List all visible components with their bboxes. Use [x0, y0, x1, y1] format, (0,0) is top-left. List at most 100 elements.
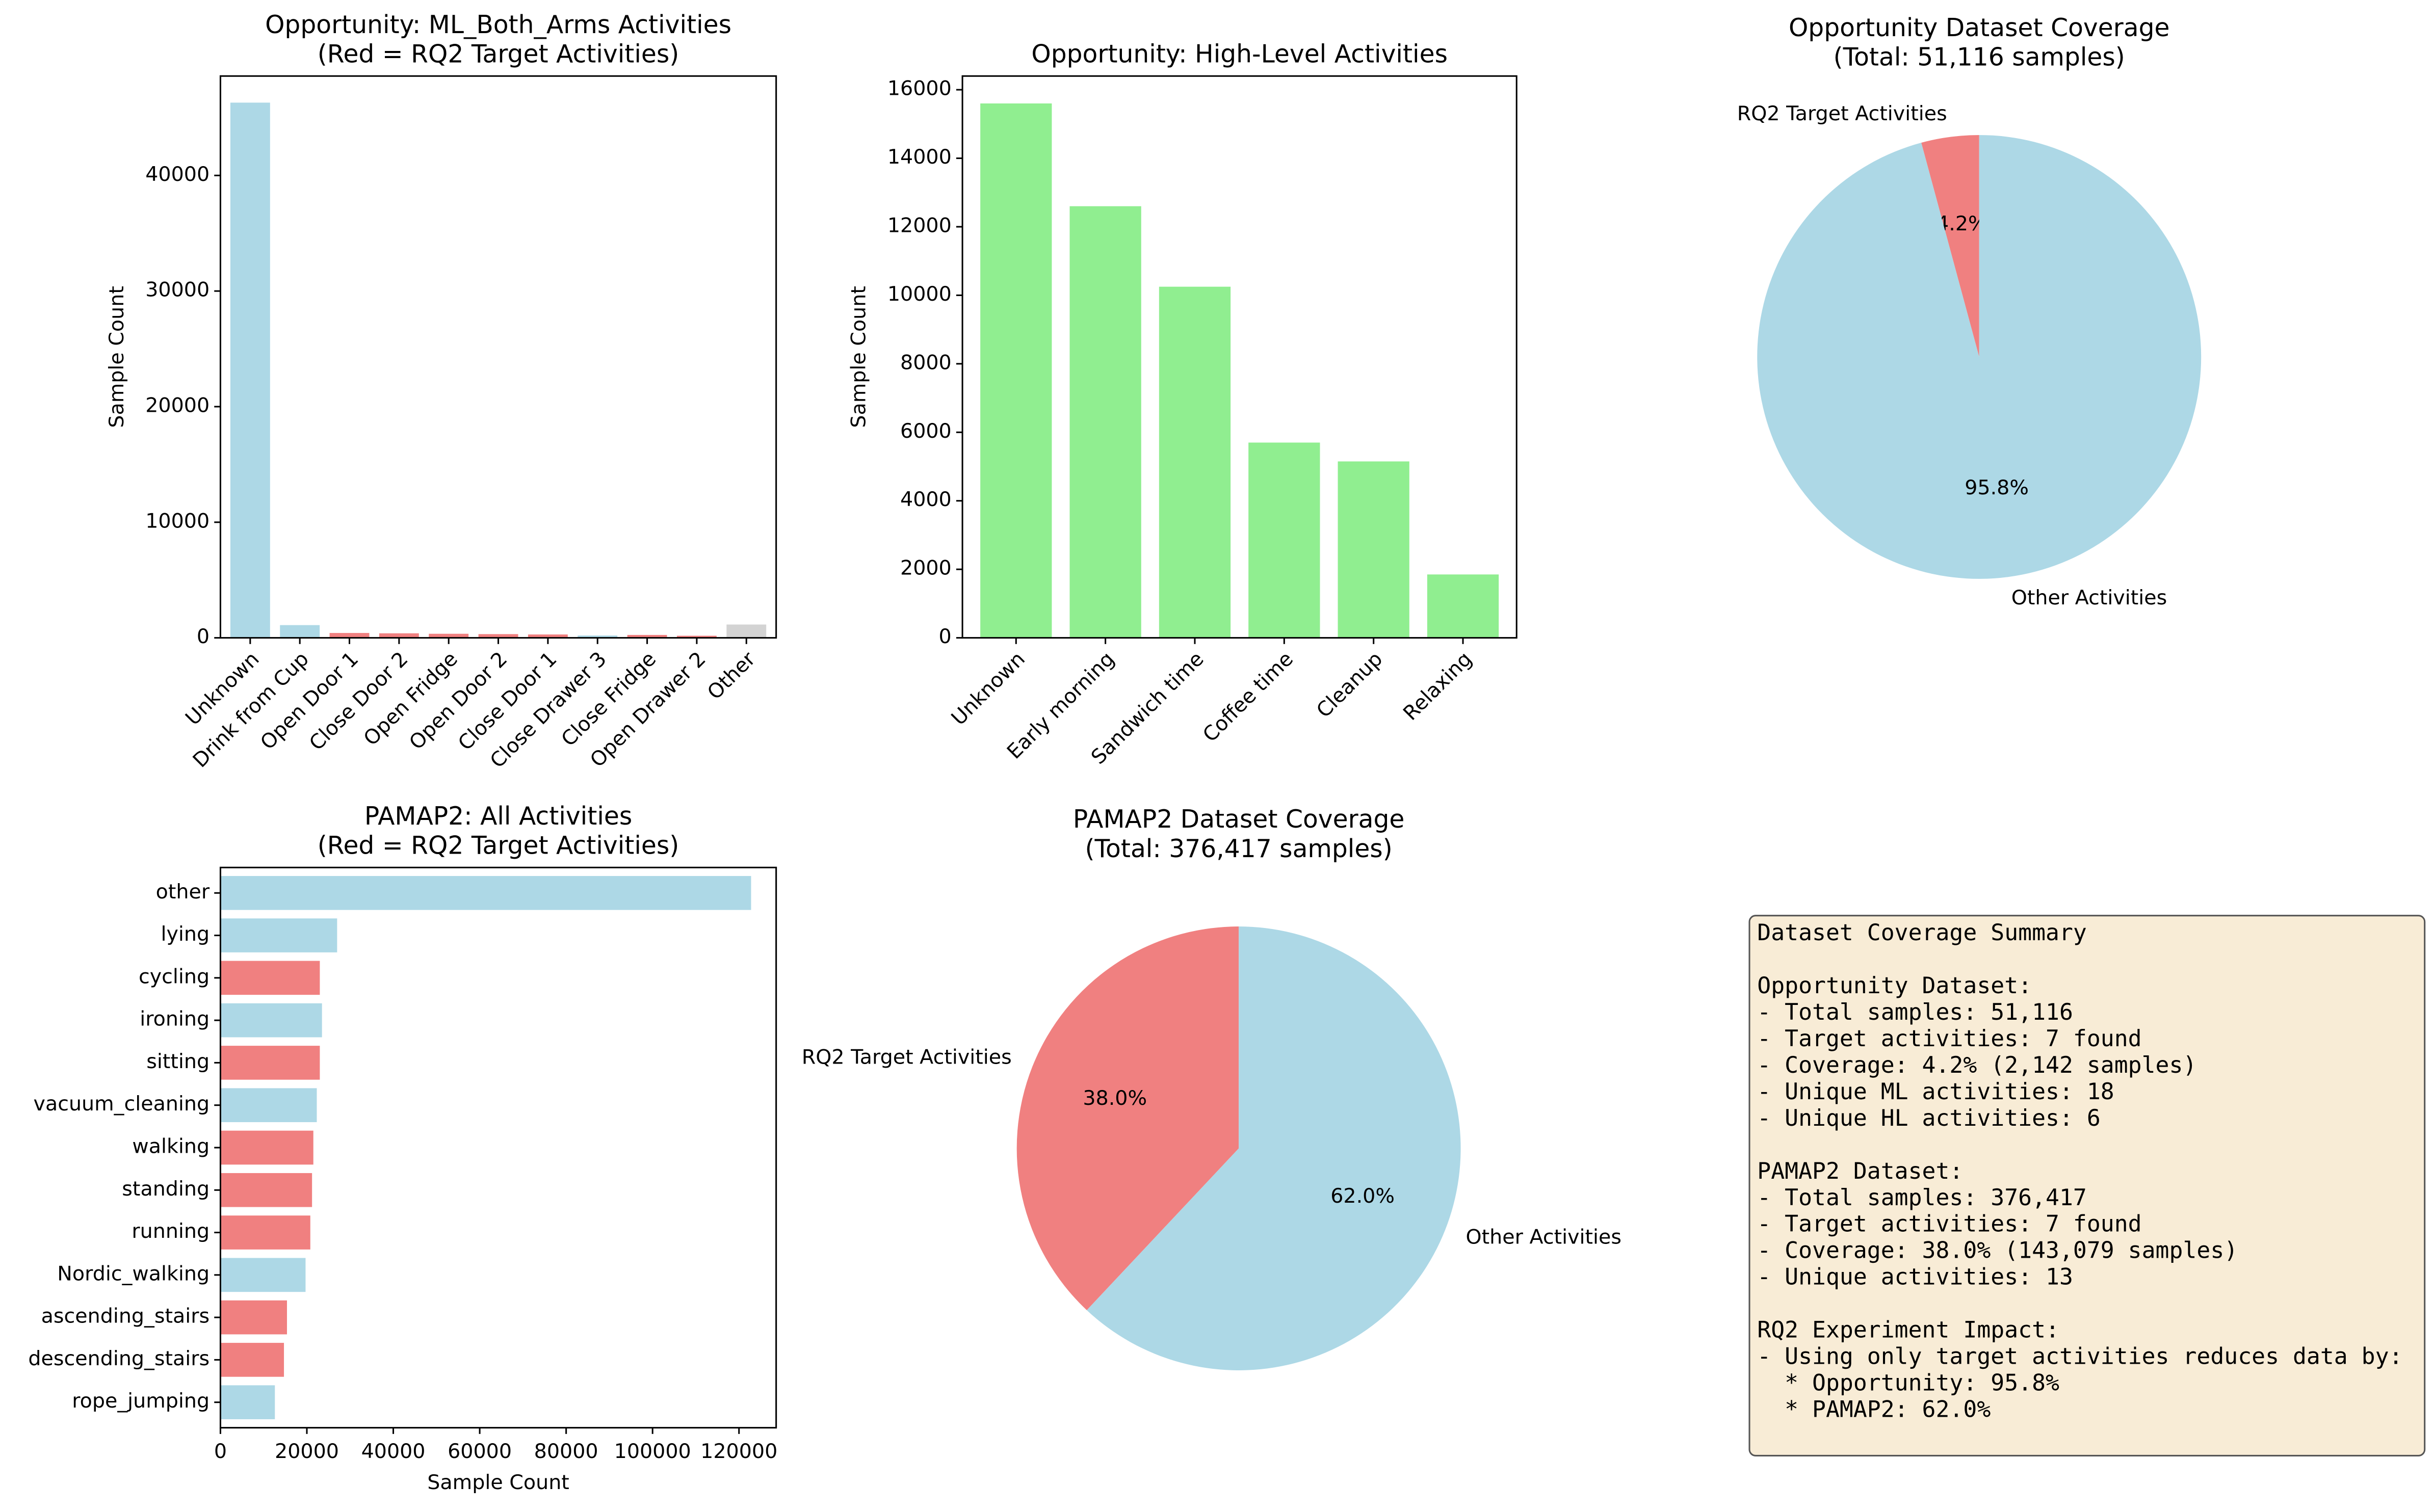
- y-tick-label: 30000: [145, 278, 210, 302]
- pie-slice: [1921, 135, 1979, 357]
- y-tick-label: ironing: [140, 1007, 210, 1031]
- y-tick-label: sitting: [146, 1050, 210, 1073]
- axes-frame: [219, 75, 777, 639]
- bar: [220, 1300, 287, 1335]
- axes-frame: [219, 866, 777, 1429]
- x-axis-label: Sample Count: [427, 1471, 569, 1494]
- y-tick-label: 0: [939, 625, 952, 648]
- summary-box: [1748, 915, 2426, 1456]
- y-tick-label: 0: [197, 625, 210, 648]
- bar: [379, 633, 419, 638]
- y-tick-label: 12000: [887, 214, 952, 237]
- bar: [429, 633, 469, 638]
- y-tick-label: walking: [132, 1134, 210, 1158]
- chart-title: PAMAP2 Dataset Coverage: [1073, 805, 1405, 834]
- y-tick-label: 16000: [887, 77, 952, 100]
- bar: [528, 634, 568, 638]
- pie-label: RQ2 Target Activities: [1737, 102, 1947, 125]
- bar: [1427, 574, 1499, 638]
- x-tick-label: 40000: [361, 1440, 426, 1463]
- axes-frame: [961, 75, 1517, 639]
- bar: [280, 625, 320, 638]
- chart-title: (Total: 376,417 samples): [1085, 835, 1393, 863]
- summary-line: * Opportunity: 95.8%: [1757, 1369, 2059, 1396]
- bar: [1069, 206, 1141, 638]
- y-axis-label: Sample Count: [847, 286, 871, 428]
- summary-line: - Target activities: 7 found: [1757, 1210, 2141, 1237]
- y-tick-label: 10000: [887, 282, 952, 306]
- y-tick-label: Nordic_walking: [57, 1262, 210, 1285]
- y-tick-label: 2000: [900, 556, 952, 580]
- summary-heading: Opportunity Dataset:: [1757, 972, 2032, 999]
- pie-value-label: 95.8%: [1965, 476, 2029, 499]
- chart-title: Opportunity: High-Level Activities: [1031, 40, 1448, 69]
- y-tick-label: 20000: [145, 393, 210, 417]
- bar: [676, 635, 717, 638]
- pie-slice: [1087, 926, 1461, 1370]
- summary-title: Dataset Coverage Summary: [1757, 919, 2087, 946]
- y-tick-label: 6000: [900, 419, 952, 443]
- summary-line: - Using only target activities reduces d…: [1757, 1342, 2402, 1369]
- y-tick-label: 8000: [900, 351, 952, 374]
- bar: [1248, 442, 1320, 638]
- bar: [220, 876, 751, 910]
- chart-title: Opportunity: ML_Both_Arms Activities: [265, 11, 731, 39]
- x-tick-label: 60000: [448, 1440, 512, 1463]
- y-axis-label: Sample Count: [105, 286, 128, 428]
- summary-line: * PAMAP2: 62.0%: [1757, 1395, 1991, 1422]
- bar: [220, 1130, 313, 1165]
- x-tick-label: 0: [214, 1440, 227, 1463]
- chart-title: (Red = RQ2 Target Activities): [318, 40, 679, 69]
- y-tick-label: lying: [161, 922, 210, 946]
- summary-line: - Unique ML activities: 18: [1757, 1078, 2114, 1105]
- bar: [220, 1003, 322, 1038]
- summary-line: - Coverage: 4.2% (2,142 samples): [1757, 1051, 2196, 1078]
- y-tick-label: cycling: [139, 965, 210, 988]
- bar: [220, 918, 337, 952]
- summary-line: - Total samples: 376,417: [1757, 1184, 2087, 1211]
- y-tick-label: other: [156, 880, 210, 904]
- y-tick-label: standing: [122, 1177, 210, 1201]
- bar: [980, 103, 1052, 638]
- bar: [220, 1173, 312, 1207]
- bar: [220, 1046, 320, 1080]
- pie-value-label: 38.0%: [1083, 1086, 1147, 1110]
- y-tick-label: ascending_stairs: [41, 1305, 210, 1328]
- pie-label: RQ2 Target Activities: [802, 1046, 1012, 1069]
- chart-title: (Red = RQ2 Target Activities): [318, 832, 679, 860]
- bar: [1159, 286, 1231, 638]
- pie-label: Other Activities: [2011, 586, 2167, 609]
- bar: [220, 1385, 275, 1419]
- x-tick-label: 20000: [275, 1440, 339, 1463]
- summary-heading: PAMAP2 Dataset:: [1757, 1157, 1963, 1184]
- chart-title: Opportunity Dataset Coverage: [1789, 14, 2170, 42]
- summary-line: - Target activities: 7 found: [1757, 1025, 2141, 1052]
- bar: [220, 1088, 317, 1123]
- y-tick-label: 40000: [145, 163, 210, 186]
- chart-title: PAMAP2: All Activities: [364, 802, 632, 831]
- bar: [220, 961, 320, 995]
- bar: [220, 1343, 284, 1377]
- y-tick-label: descending_stairs: [28, 1347, 210, 1370]
- pie-slice: [1016, 926, 1239, 1310]
- summary-line: - Unique HL activities: 6: [1757, 1104, 2101, 1131]
- summary-heading: RQ2 Experiment Impact:: [1757, 1316, 2059, 1343]
- bar: [230, 102, 270, 638]
- bar: [220, 1215, 310, 1250]
- summary-line: - Coverage: 38.0% (143,079 samples): [1757, 1237, 2238, 1264]
- chart-title: (Total: 51,116 samples): [1834, 43, 2125, 72]
- y-tick-label: 14000: [887, 145, 952, 169]
- bar: [1338, 461, 1409, 638]
- y-tick-label: 4000: [900, 488, 952, 511]
- y-tick-label: running: [132, 1219, 210, 1243]
- bar: [329, 633, 370, 638]
- summary-line: - Total samples: 51,116: [1757, 998, 2073, 1025]
- bar: [220, 1258, 306, 1292]
- y-tick-label: rope_jumping: [72, 1389, 210, 1413]
- x-tick-label: 80000: [534, 1440, 598, 1463]
- x-tick-label: 100000: [614, 1440, 691, 1463]
- pie-label: Other Activities: [1466, 1225, 1622, 1249]
- y-tick-label: 10000: [145, 509, 210, 533]
- bar: [578, 635, 618, 638]
